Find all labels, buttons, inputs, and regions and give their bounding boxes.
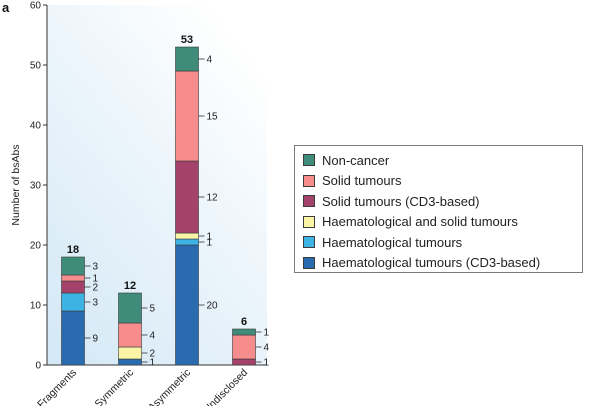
segment-value-label: 15 (207, 112, 219, 123)
bar-segment (232, 334, 256, 360)
segment-value-label: 1 (207, 238, 213, 249)
legend-label: Haematological tumours (322, 234, 463, 250)
legend-item: Solid tumours (303, 171, 582, 192)
legend-swatch (303, 174, 315, 187)
legend-item: Non-cancer (303, 150, 582, 171)
bar-segment (175, 238, 199, 246)
segment-value-label: 3 (93, 262, 99, 273)
legend-label: Haematological and solid tumours (322, 214, 518, 230)
bar-total-label: 18 (67, 244, 79, 256)
bar-total-label: 53 (181, 34, 193, 46)
segment-value-label: 4 (207, 55, 213, 66)
y-tick-label: 30 (30, 181, 42, 192)
bar-segment (175, 70, 199, 162)
legend-label: Solid tumours (322, 173, 402, 189)
bar-segment (118, 292, 142, 324)
y-axis-title: Number of bsAbs (10, 144, 22, 225)
segment-value-label: 1 (150, 358, 156, 369)
x-category-label: Undisclosed (201, 367, 250, 406)
segment-value-label: 1 (264, 358, 270, 369)
bar-segment (61, 274, 85, 282)
bar-segment (118, 346, 142, 360)
segment-value-label: 1 (264, 328, 270, 339)
bar-segment (118, 322, 142, 348)
bar-segment (175, 46, 199, 72)
y-tick-label: 10 (30, 301, 42, 312)
segment-value-label: 2 (93, 283, 99, 294)
legend-item: Solid tumours (CD3-based) (303, 191, 582, 212)
segment-value-label: 1 (93, 274, 99, 285)
bar-segment (61, 292, 85, 312)
legend-swatch (303, 215, 315, 228)
y-tick-label: 0 (35, 361, 41, 372)
panel-label: a (2, 0, 10, 15)
segment-value-label: 20 (207, 301, 219, 312)
segment-value-label: 4 (264, 343, 270, 354)
legend-label: Solid tumours (CD3-based) (322, 193, 480, 209)
x-category-label: Fragments (35, 367, 79, 406)
segment-value-label: 12 (207, 193, 219, 204)
y-tick-label: 40 (30, 121, 42, 132)
bar-segment (175, 160, 199, 234)
legend-swatch (303, 236, 315, 249)
segment-value-label: 3 (93, 298, 99, 309)
bar-segment (118, 358, 142, 366)
segment-value-label: 2 (150, 349, 156, 360)
bar-segment (232, 328, 256, 336)
bar-segment (61, 280, 85, 294)
bar-segment (61, 310, 85, 366)
y-tick-label: 50 (30, 61, 42, 72)
legend-label: Haematological tumours (CD3-based) (322, 255, 541, 271)
legend-item: Haematological and solid tumours (303, 212, 582, 233)
legend: Non-cancer Solid tumours Solid tumours (CD… (294, 145, 583, 273)
segment-value-label: 4 (150, 331, 156, 342)
segment-value-label: 9 (93, 334, 99, 345)
bar-total-label: 12 (124, 280, 136, 292)
bar-segment (175, 232, 199, 240)
legend-item: Haematological tumours (CD3-based) (303, 253, 582, 274)
bar-segment (175, 244, 199, 366)
bar-segment (61, 256, 85, 276)
bar-segment (232, 358, 256, 366)
legend-label: Non-cancer (322, 152, 390, 168)
y-tick-label: 20 (30, 241, 42, 252)
legend-swatch (303, 154, 315, 167)
segment-value-label: 1 (207, 232, 213, 243)
x-category-label: Symmetric (93, 367, 137, 406)
x-category-label: Asymmetric (146, 367, 193, 406)
legend-swatch (303, 256, 315, 269)
legend-item: Haematological tumours (303, 232, 582, 253)
y-tick-label: 60 (30, 1, 42, 12)
bar-total-label: 6 (241, 316, 247, 328)
legend-swatch (303, 195, 315, 208)
segment-value-label: 5 (150, 304, 156, 315)
